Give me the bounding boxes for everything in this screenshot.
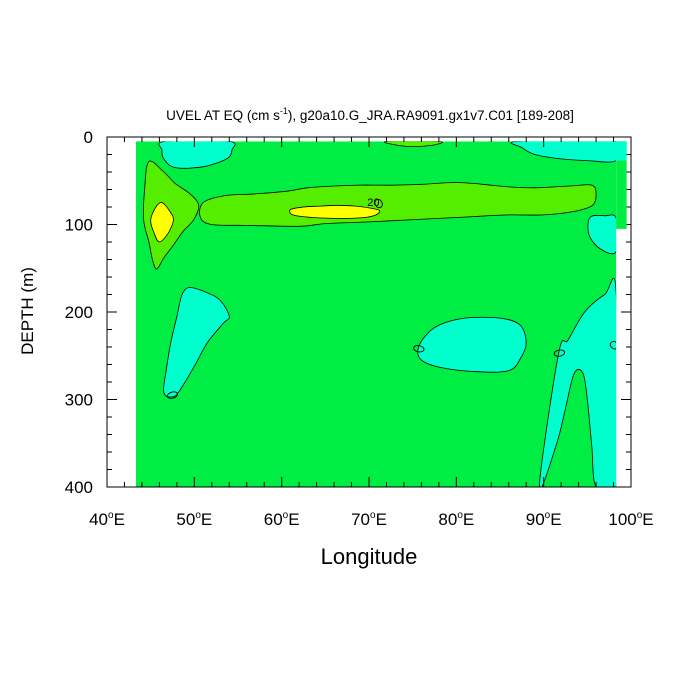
domain-top-right-strip (616, 141, 627, 229)
x-tick-label: 80oE (438, 510, 474, 529)
ellipse-92-247 (553, 349, 566, 357)
x-tick-label: 90oE (526, 510, 562, 529)
contour-green-left-blob (143, 160, 200, 270)
region-cyan-right-mid (587, 214, 617, 254)
contour-lines (143, 141, 617, 487)
contour-cyan-right-lower (538, 277, 617, 487)
ellipse-98-238 (609, 341, 617, 350)
contour-cyan-top-right (510, 141, 617, 163)
x-tick-label: 50oE (176, 510, 212, 529)
chart-title-suffix: ), g20a10.G_JRA.RA9091.gx1v7.C01 [189-20… (288, 108, 574, 123)
region-yellow-left (150, 202, 174, 242)
x-tick-label: 40oE (89, 510, 125, 529)
y-tick-label: 400 (65, 478, 93, 497)
x-tick-label: 70oE (351, 510, 387, 529)
y-axis-title: DEPTH (m) (18, 267, 37, 355)
region-cyan-mid-lower (417, 317, 527, 373)
plot-area (135, 141, 617, 487)
ellipse-71-76 (374, 198, 383, 209)
contour-green-upper-band (199, 182, 597, 227)
y-tick-label: 200 (65, 303, 93, 322)
region-cyan-left-lower (163, 287, 230, 398)
x-tick-label: 60oE (264, 510, 300, 529)
contour-cyan-left-lower (163, 287, 230, 398)
domain-top-right-strip-cyan (616, 141, 627, 161)
contour-labels: 20 (367, 197, 379, 209)
y-tick-label: 300 (65, 391, 93, 410)
y-tick-label: 0 (84, 128, 93, 147)
region-cyan-top-left (158, 141, 236, 169)
contour-cyan-mid-lower (417, 316, 527, 373)
chart-title-exponent: -1 (280, 106, 288, 116)
x-tick-label: 100oE (608, 510, 653, 529)
contour-green-top-mid (383, 141, 443, 148)
x-axis-title: Longitude (321, 544, 418, 569)
region-cyan-right-lower (539, 278, 617, 487)
region-cyan-top-right (511, 141, 617, 163)
y-tick-label: 100 (65, 216, 93, 235)
region-yellow-center (289, 205, 380, 219)
ellipse-47-295 (166, 391, 179, 399)
axes: 40oE 50oE 60oE 70oE 80oE 90oE 100oE 0 100 200 300 4… (65, 128, 654, 529)
contour-cyan-right-mid (587, 214, 617, 255)
chart-title: UVEL AT EQ (cm s-1), g20a10.G_JRA.RA9091… (166, 106, 574, 123)
contour-yellow-left (150, 202, 174, 243)
contour-label-0: 20 (367, 197, 379, 209)
contour-cyan-top-left (158, 141, 236, 169)
ellipse-75-242 (413, 345, 425, 353)
contour-yellow-center (289, 204, 381, 219)
